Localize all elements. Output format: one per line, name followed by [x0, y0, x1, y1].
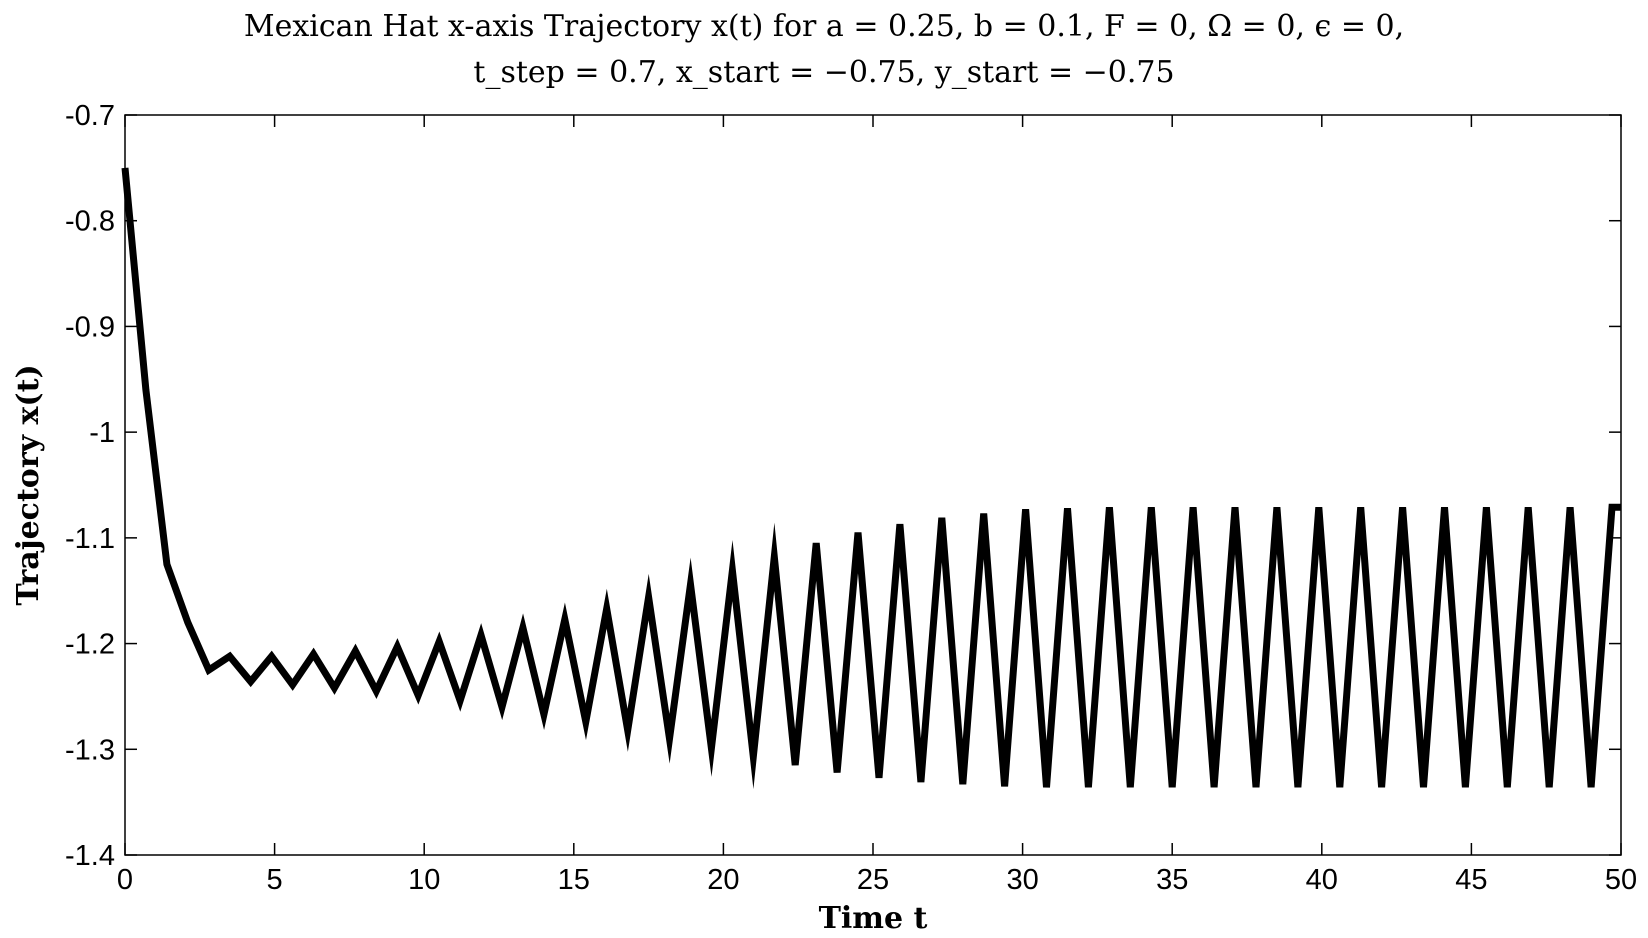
- axis-ticks: [124, 114, 1622, 856]
- x-tick-label: 50: [1605, 864, 1637, 896]
- x-tick-label: 45: [1455, 864, 1487, 896]
- x-tick-label: 10: [408, 864, 440, 896]
- x-axis-label: Time t: [819, 901, 928, 936]
- x-tick-label: 5: [267, 864, 283, 896]
- y-tick-label: -1.3: [65, 734, 115, 766]
- y-tick-labels: -0.7 -0.8 -0.9 -1 -1.1 -1.2 -1.3 -1.4: [65, 100, 115, 872]
- x-tick-label: 15: [558, 864, 590, 896]
- y-tick-label: -1.4: [65, 840, 115, 872]
- x-tick-label: 35: [1156, 864, 1188, 896]
- trajectory-line: [121, 167, 1621, 790]
- x-tick-label: 0: [117, 864, 133, 896]
- x-tick-label: 40: [1306, 864, 1338, 896]
- x-tick-labels: 0 5 10 15 20 25 30 35 40 45 50: [117, 864, 1637, 896]
- x-tick-label: 20: [707, 864, 739, 896]
- y-tick-label: -1.2: [65, 629, 115, 661]
- y-tick-label: -1: [89, 417, 115, 449]
- x-tick-label: 30: [1006, 864, 1038, 896]
- x-tick-label: 25: [857, 864, 889, 896]
- y-tick-label: -0.7: [65, 100, 115, 132]
- chart-title-line-1: Mexican Hat x-axis Trajectory x(t) for a…: [244, 9, 1404, 44]
- y-tick-label: -0.8: [65, 206, 115, 238]
- y-tick-label: -0.9: [65, 311, 115, 343]
- y-axis-label: Trajectory x(t): [11, 364, 46, 605]
- chart-title-line-2: t_step = 0.7, x_start = −0.75, y_start =…: [473, 55, 1174, 90]
- y-tick-label: -1.1: [65, 523, 115, 555]
